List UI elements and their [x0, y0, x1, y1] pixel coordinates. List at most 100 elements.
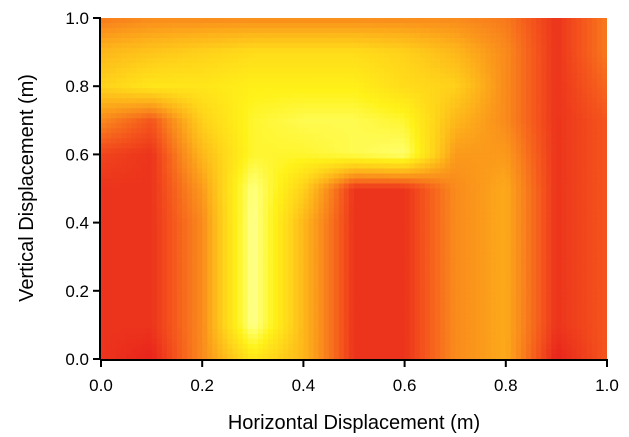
heatmap-cell — [202, 88, 208, 94]
heatmap-cell — [242, 203, 249, 210]
heatmap-cell — [571, 163, 578, 170]
heatmap-cell — [465, 73, 471, 79]
heatmap-cell — [192, 263, 198, 270]
heatmap-cell — [247, 138, 254, 144]
heatmap-cell — [348, 108, 355, 114]
heatmap-cell — [399, 98, 406, 104]
heatmap-cell — [394, 198, 401, 205]
heatmap-cell — [247, 88, 254, 94]
heatmap-cell — [526, 83, 532, 89]
heatmap-cell — [293, 23, 299, 29]
heatmap-cell — [141, 73, 148, 79]
heatmap-cell — [252, 68, 259, 74]
heatmap-cell — [526, 78, 532, 84]
heatmap-cell — [156, 243, 163, 250]
heatmap-cell — [404, 43, 411, 49]
heatmap-cell — [561, 148, 568, 154]
heatmap-cell — [252, 18, 259, 24]
heatmap-cell — [384, 163, 391, 170]
heatmap-cell — [536, 148, 542, 154]
heatmap-cell — [323, 258, 330, 265]
heatmap-cell — [318, 138, 325, 144]
heatmap-cell — [465, 248, 471, 255]
heatmap-cell — [247, 73, 254, 79]
heatmap-cell — [222, 38, 229, 44]
heatmap-cell — [379, 258, 385, 265]
heatmap-cell — [298, 223, 304, 230]
heatmap-cell — [131, 173, 138, 180]
heatmap-cell — [338, 263, 345, 270]
heatmap-cell — [212, 233, 218, 240]
heatmap-cell — [354, 88, 360, 94]
heatmap-cell — [273, 168, 279, 175]
heatmap-cell — [267, 188, 274, 195]
heatmap-cell — [581, 93, 588, 99]
heatmap-cell — [136, 23, 143, 29]
heatmap-cell — [475, 153, 482, 160]
heatmap-cell — [455, 73, 461, 79]
heatmap-cell — [232, 83, 239, 89]
heatmap-cell — [384, 73, 391, 79]
heatmap-cell — [526, 48, 532, 54]
heatmap-cell — [591, 188, 598, 195]
heatmap-cell — [308, 83, 315, 89]
heatmap-cell — [601, 138, 607, 144]
heatmap-cell — [515, 148, 522, 154]
heatmap-cell — [526, 108, 532, 114]
heatmap-cell — [551, 258, 557, 265]
heatmap-cell — [283, 248, 289, 255]
heatmap-cell — [546, 118, 552, 124]
heatmap-cell — [126, 208, 132, 215]
heatmap-cell — [202, 23, 208, 29]
heatmap-cell — [202, 218, 208, 225]
heatmap-cell — [237, 163, 244, 170]
heatmap-cell — [313, 93, 320, 99]
heatmap-cell — [106, 233, 112, 240]
heatmap-cell — [601, 108, 607, 114]
heatmap-cell — [531, 68, 537, 74]
heatmap-cell — [207, 153, 213, 160]
heatmap-cell — [379, 208, 385, 215]
heatmap-cell — [566, 68, 573, 74]
heatmap-cell — [136, 263, 143, 270]
heatmap-cell — [207, 238, 213, 245]
heatmap-cell — [495, 18, 502, 24]
heatmap-cell — [551, 33, 557, 39]
heatmap-cell — [465, 138, 471, 144]
heatmap-cell — [520, 33, 527, 39]
heatmap-cell — [348, 228, 355, 235]
heatmap-cell — [389, 83, 396, 89]
heatmap-cell — [293, 108, 299, 114]
heatmap-cell — [500, 258, 507, 265]
heatmap-cell — [141, 123, 148, 129]
heatmap-cell — [424, 38, 431, 44]
heatmap-cell — [389, 18, 396, 24]
heatmap-cell — [136, 103, 143, 109]
heatmap-cell — [131, 28, 138, 34]
heatmap-cell — [364, 98, 370, 104]
heatmap-cell — [222, 238, 229, 245]
heatmap-cell — [505, 23, 512, 29]
heatmap-cell — [566, 43, 573, 49]
heatmap-cell — [288, 208, 294, 215]
heatmap-cell — [419, 168, 426, 175]
heatmap-cell — [354, 83, 360, 89]
heatmap-cell — [298, 148, 304, 154]
heatmap-cell — [440, 58, 446, 64]
heatmap-cell — [601, 33, 607, 39]
heatmap-cell — [222, 263, 229, 270]
heatmap-cell — [166, 118, 173, 124]
heatmap-cell — [348, 158, 355, 165]
heatmap-cell — [333, 73, 340, 79]
heatmap-cell — [576, 38, 583, 44]
heatmap-cell — [257, 158, 264, 165]
heatmap-cell — [566, 118, 573, 124]
heatmap-cell — [187, 33, 193, 39]
heatmap-cell — [171, 173, 178, 180]
heatmap-cell — [161, 233, 168, 240]
heatmap-cell — [222, 138, 229, 144]
heatmap-cell — [586, 223, 593, 230]
heatmap-cell — [242, 28, 249, 34]
heatmap-cell — [460, 198, 466, 205]
heatmap-cell — [273, 68, 279, 74]
